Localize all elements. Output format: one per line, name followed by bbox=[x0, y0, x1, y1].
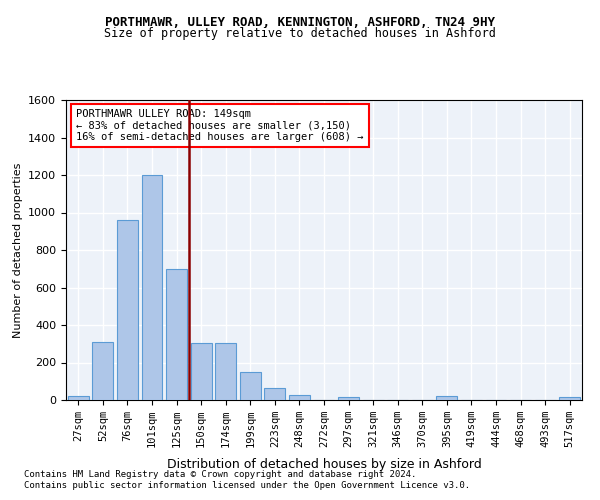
Text: Contains HM Land Registry data © Crown copyright and database right 2024.: Contains HM Land Registry data © Crown c… bbox=[24, 470, 416, 479]
Bar bbox=[559, 397, 580, 400]
Y-axis label: Number of detached properties: Number of detached properties bbox=[13, 162, 23, 338]
Bar bbox=[265, 388, 286, 400]
Bar bbox=[338, 397, 359, 400]
Text: PORTHMAWR, ULLEY ROAD, KENNINGTON, ASHFORD, TN24 9HY: PORTHMAWR, ULLEY ROAD, KENNINGTON, ASHFO… bbox=[105, 16, 495, 29]
Text: Size of property relative to detached houses in Ashford: Size of property relative to detached ho… bbox=[104, 28, 496, 40]
Bar bbox=[166, 269, 187, 400]
Bar bbox=[191, 343, 212, 400]
Bar bbox=[68, 396, 89, 400]
Bar bbox=[215, 343, 236, 400]
Bar bbox=[289, 396, 310, 400]
Bar bbox=[92, 342, 113, 400]
Bar bbox=[117, 220, 138, 400]
Text: PORTHMAWR ULLEY ROAD: 149sqm
← 83% of detached houses are smaller (3,150)
16% of: PORTHMAWR ULLEY ROAD: 149sqm ← 83% of de… bbox=[76, 109, 364, 142]
Text: Contains public sector information licensed under the Open Government Licence v3: Contains public sector information licen… bbox=[24, 481, 470, 490]
Bar bbox=[142, 175, 163, 400]
Bar bbox=[436, 396, 457, 400]
Bar bbox=[240, 372, 261, 400]
X-axis label: Distribution of detached houses by size in Ashford: Distribution of detached houses by size … bbox=[167, 458, 481, 471]
